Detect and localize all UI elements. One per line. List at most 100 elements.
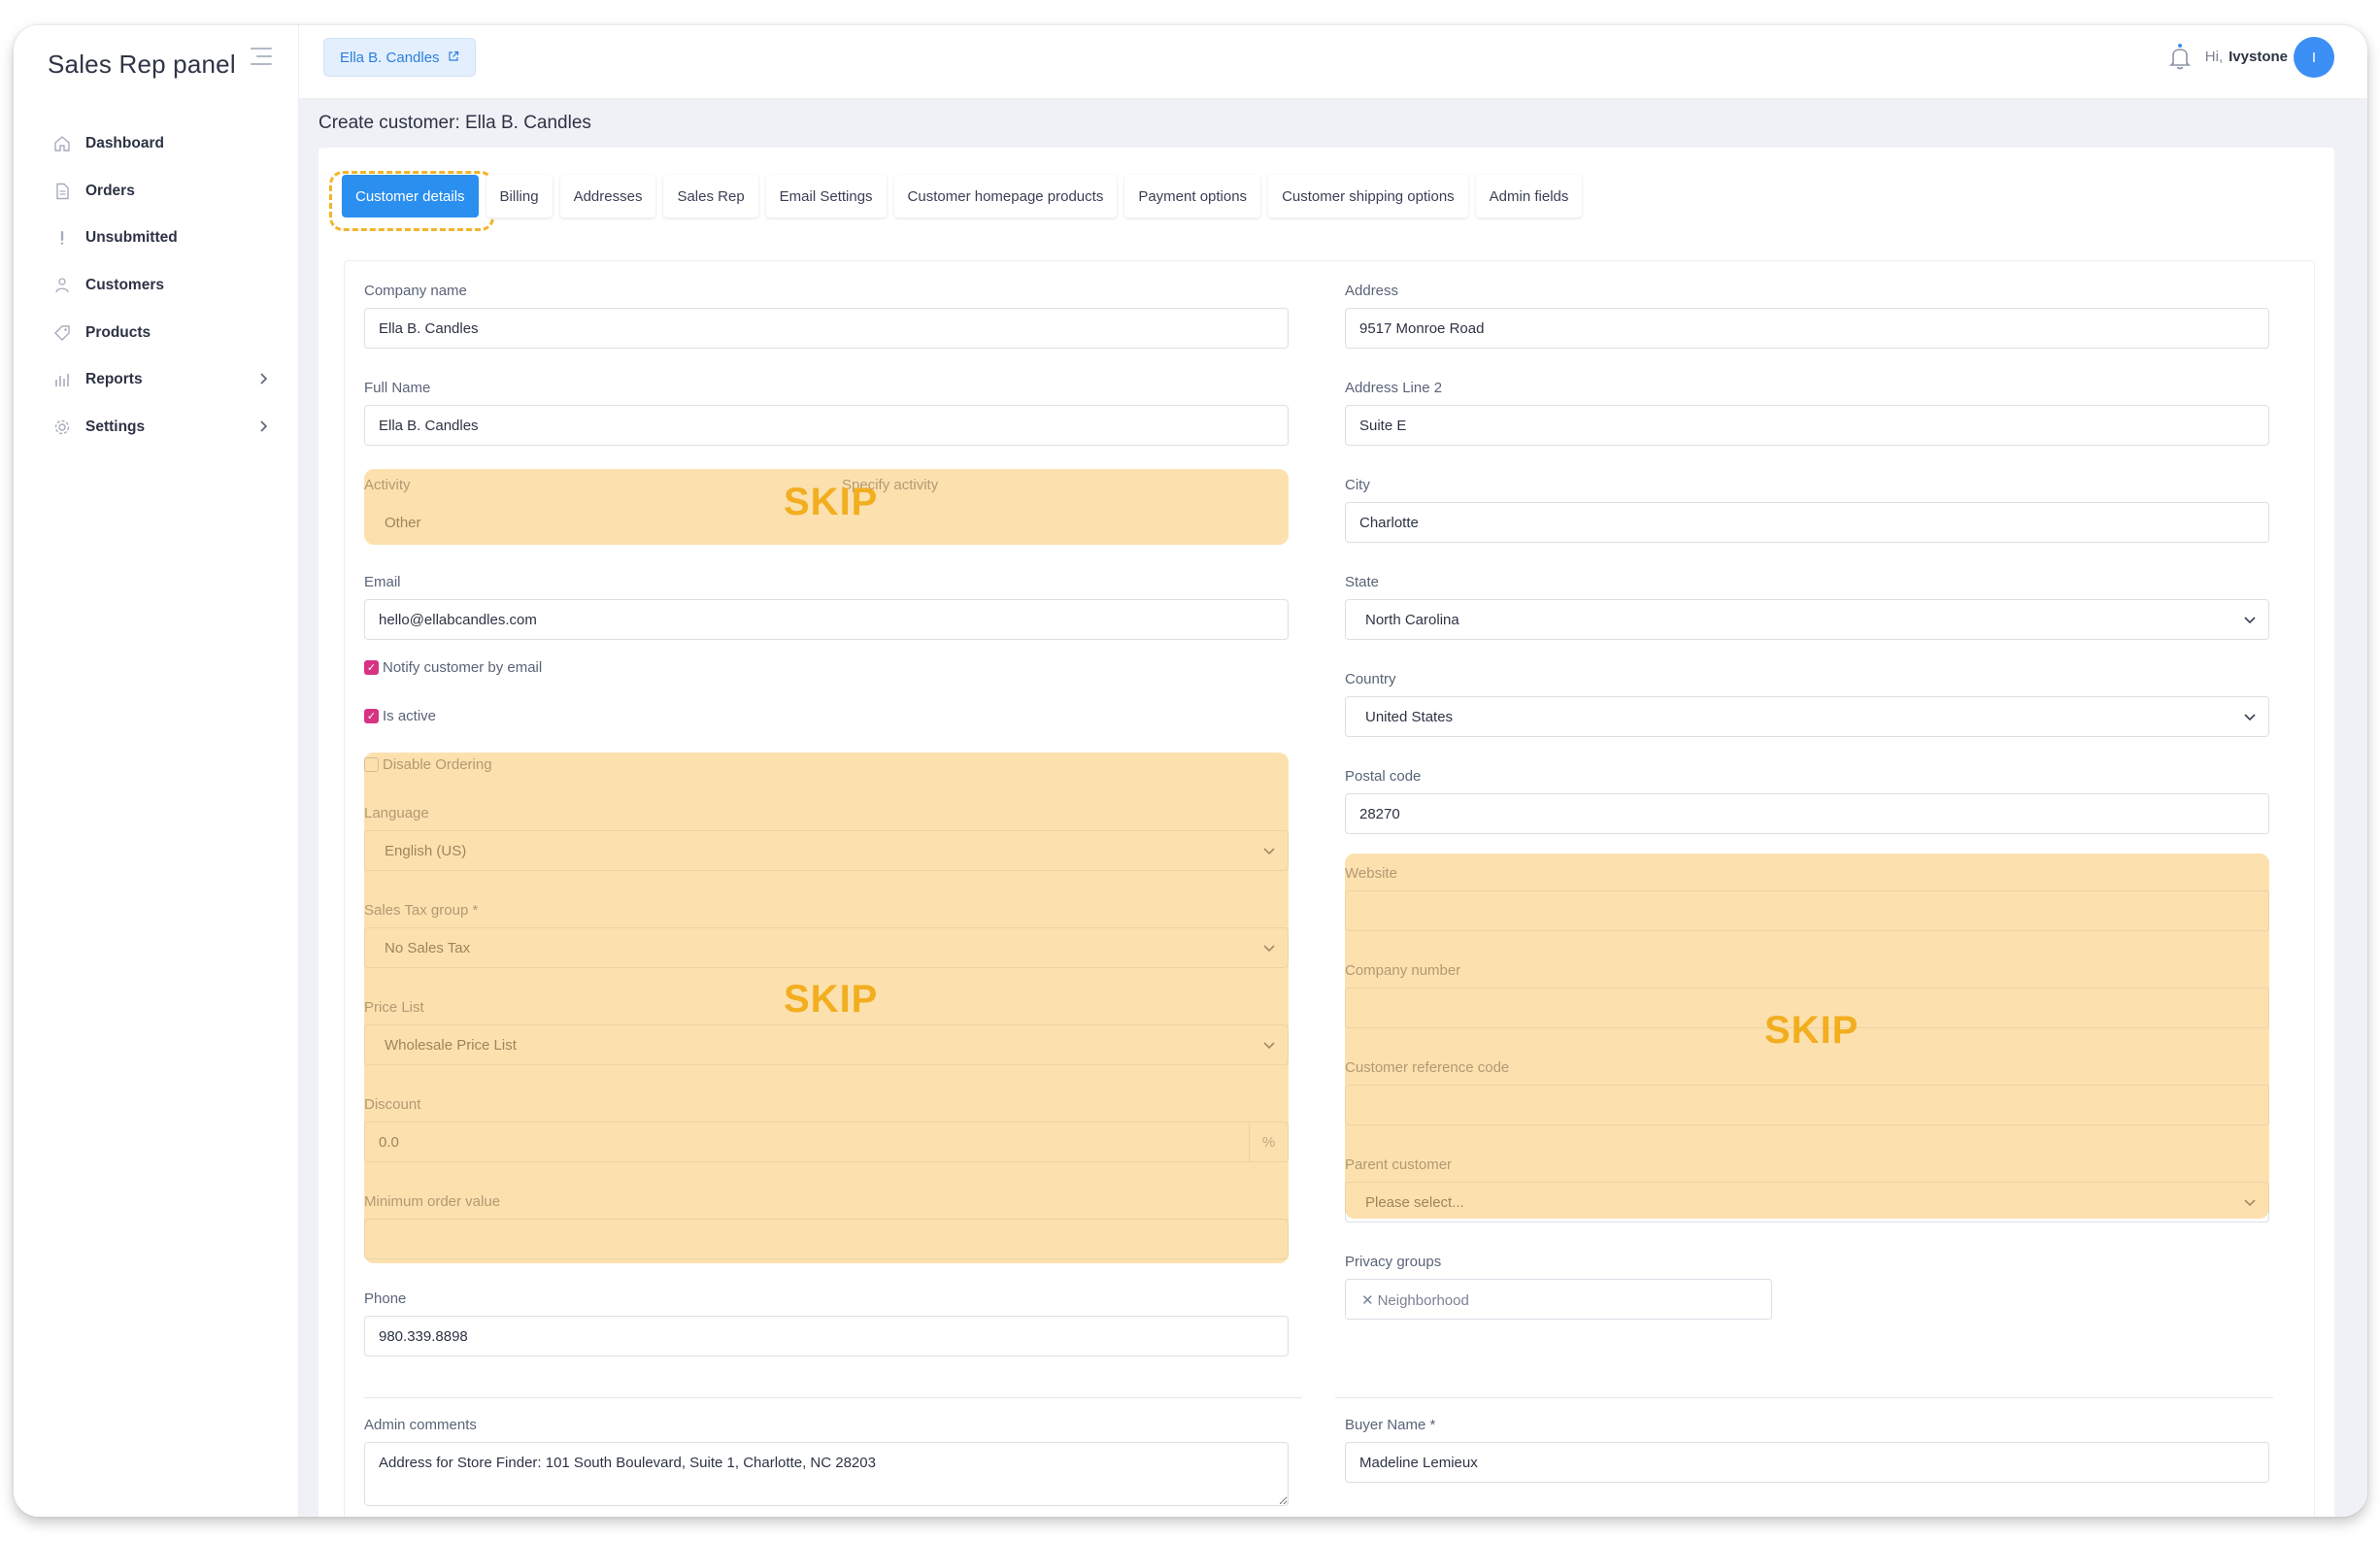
sidebar-item-label: Dashboard	[85, 135, 164, 152]
country-value: United States	[1365, 708, 1454, 725]
sidebar-item-unsubmitted[interactable]: Unsubmitted	[14, 215, 299, 262]
users-icon	[52, 276, 72, 295]
gear-icon	[52, 418, 72, 437]
section-divider	[1335, 1397, 2273, 1398]
specify-activity-label: Specify activity	[842, 477, 939, 493]
customer-reference-label: Customer reference code	[1345, 1059, 1510, 1076]
privacy-groups-label: Privacy groups	[1345, 1254, 1442, 1270]
notify-checkbox[interactable]: ✓ Notify customer by email	[364, 659, 542, 676]
state-label: State	[1345, 574, 1380, 590]
address-line-2-input[interactable]: Suite E	[1345, 405, 2269, 446]
parent-customer-label: Parent customer	[1345, 1156, 1453, 1173]
sidebar-item-settings[interactable]: Settings	[14, 404, 299, 452]
chevron-right-icon	[258, 419, 268, 438]
tab-payment-options[interactable]: Payment options	[1124, 175, 1261, 218]
remove-tag-icon[interactable]: ✕	[1361, 1292, 1374, 1309]
is-active-checkbox[interactable]: ✓ Is active	[364, 708, 436, 724]
sidebar-item-customers[interactable]: Customers	[14, 262, 299, 310]
sales-tax-group-select[interactable]: No Sales Tax	[364, 927, 1289, 968]
tab-sales-rep[interactable]: Sales Rep	[663, 175, 758, 218]
avatar[interactable]: I	[2294, 37, 2334, 78]
tab-email-settings[interactable]: Email Settings	[765, 175, 887, 218]
exclamation-icon	[52, 228, 72, 248]
sidebar-item-reports[interactable]: Reports	[14, 356, 299, 404]
disable-ordering-label: Disable Ordering	[383, 756, 492, 773]
percent-addon: %	[1249, 1122, 1288, 1161]
address-label: Address	[1345, 283, 1399, 299]
city-label: City	[1345, 477, 1370, 493]
tab-bar: Customer details Billing Addresses Sales…	[342, 175, 1583, 219]
price-list-select[interactable]: Wholesale Price List	[364, 1024, 1289, 1065]
language-select[interactable]: English (US)	[364, 830, 1289, 871]
tab-billing[interactable]: Billing	[486, 175, 553, 218]
email-input[interactable]: hello@ellabcandles.com	[364, 599, 1289, 640]
customer-form-card: Customer details Billing Addresses Sales…	[318, 148, 2334, 1517]
main-content: Create customer: Ella B. Candles Custome…	[299, 99, 2367, 1517]
menu-toggle-icon[interactable]	[251, 46, 276, 67]
postal-code-input[interactable]: 28270	[1345, 793, 2269, 834]
state-select[interactable]: North Carolina	[1345, 599, 2269, 640]
country-select[interactable]: United States	[1345, 696, 2269, 737]
checkbox-checked-icon: ✓	[364, 660, 379, 675]
document-icon	[52, 182, 72, 201]
notification-bell-icon[interactable]	[2167, 43, 2193, 72]
tab-customer-details[interactable]: Customer details	[342, 175, 479, 218]
tab-addresses[interactable]: Addresses	[559, 175, 656, 218]
sidebar-item-label: Products	[85, 323, 151, 341]
username: Ivystone	[2229, 49, 2288, 65]
external-link-icon	[448, 50, 459, 66]
sales-tax-group-label: Sales Tax group *	[364, 902, 478, 919]
minimum-order-input[interactable]	[364, 1219, 1289, 1259]
full-name-input[interactable]: Ella B. Candles	[364, 405, 1289, 446]
customer-link-chip[interactable]: Ella B. Candles	[323, 38, 476, 77]
company-number-label: Company number	[1345, 962, 1461, 979]
state-value: North Carolina	[1365, 611, 1459, 628]
website-input[interactable]	[1345, 890, 2269, 931]
address-input[interactable]: 9517 Monroe Road	[1345, 308, 2269, 349]
tab-admin-fields[interactable]: Admin fields	[1475, 175, 1583, 218]
sidebar-item-products[interactable]: Products	[14, 309, 299, 356]
language-label: Language	[364, 805, 429, 821]
city-input[interactable]: Charlotte	[1345, 502, 2269, 543]
skip-overlay-ordering: SKIP	[364, 753, 1289, 1263]
country-label: Country	[1345, 671, 1396, 687]
parent-customer-select[interactable]: Please select...	[1345, 1182, 2269, 1223]
greeting-prefix: Hi,	[2204, 49, 2224, 65]
sidebar-item-label: Orders	[85, 182, 135, 199]
notify-checkbox-label: Notify customer by email	[383, 659, 543, 676]
is-active-checkbox-label: Is active	[383, 708, 437, 724]
topbar: Ella B. Candles Hi, Ivystone I	[299, 25, 2367, 99]
checkbox-unchecked-icon	[364, 757, 379, 772]
customer-reference-input[interactable]	[1345, 1085, 2269, 1125]
company-name-label: Company name	[364, 283, 467, 299]
sidebar-item-dashboard[interactable]: Dashboard	[14, 120, 299, 168]
sidebar-item-label: Reports	[85, 371, 143, 388]
sidebar: Sales Rep panel Dashboard Orders	[14, 25, 299, 1517]
sidebar-item-label: Settings	[85, 418, 146, 435]
full-name-label: Full Name	[364, 380, 431, 396]
company-name-input[interactable]: Ella B. Candles	[364, 308, 1289, 349]
admin-comments-textarea[interactable]: Address for Store Finder: 101 South Boul…	[364, 1442, 1289, 1506]
customer-chip-label: Ella B. Candles	[340, 49, 440, 66]
app-window: Sales Rep panel Dashboard Orders	[14, 25, 2367, 1517]
bar-chart-icon	[52, 370, 72, 389]
form-area: Company name Ella B. Candles Full Name E…	[344, 260, 2315, 1517]
activity-select[interactable]: Other	[385, 514, 421, 531]
sales-tax-group-value: No Sales Tax	[385, 939, 471, 956]
privacy-group-tag-label: Neighborhood	[1377, 1291, 1469, 1309]
minimum-order-label: Minimum order value	[364, 1193, 501, 1210]
privacy-group-tag[interactable]: ✕ Neighborhood	[1356, 1289, 1475, 1312]
tab-customer-homepage-products[interactable]: Customer homepage products	[893, 175, 1118, 218]
disable-ordering-checkbox[interactable]: Disable Ordering	[364, 756, 492, 773]
tag-icon	[52, 323, 72, 343]
sidebar-item-orders[interactable]: Orders	[14, 168, 299, 216]
company-number-input[interactable]	[1345, 988, 2269, 1028]
section-divider	[364, 1397, 1302, 1398]
privacy-groups-input[interactable]: ✕ Neighborhood	[1345, 1279, 1772, 1320]
buyer-name-input[interactable]: Madeline Lemieux	[1345, 1442, 2269, 1483]
discount-input[interactable]: 0.0 %	[364, 1122, 1289, 1162]
admin-comments-label: Admin comments	[364, 1417, 477, 1433]
user-greeting: Hi, Ivystone	[2205, 49, 2288, 65]
tab-customer-shipping-options[interactable]: Customer shipping options	[1268, 175, 1468, 218]
phone-input[interactable]: 980.339.8898	[364, 1316, 1289, 1357]
